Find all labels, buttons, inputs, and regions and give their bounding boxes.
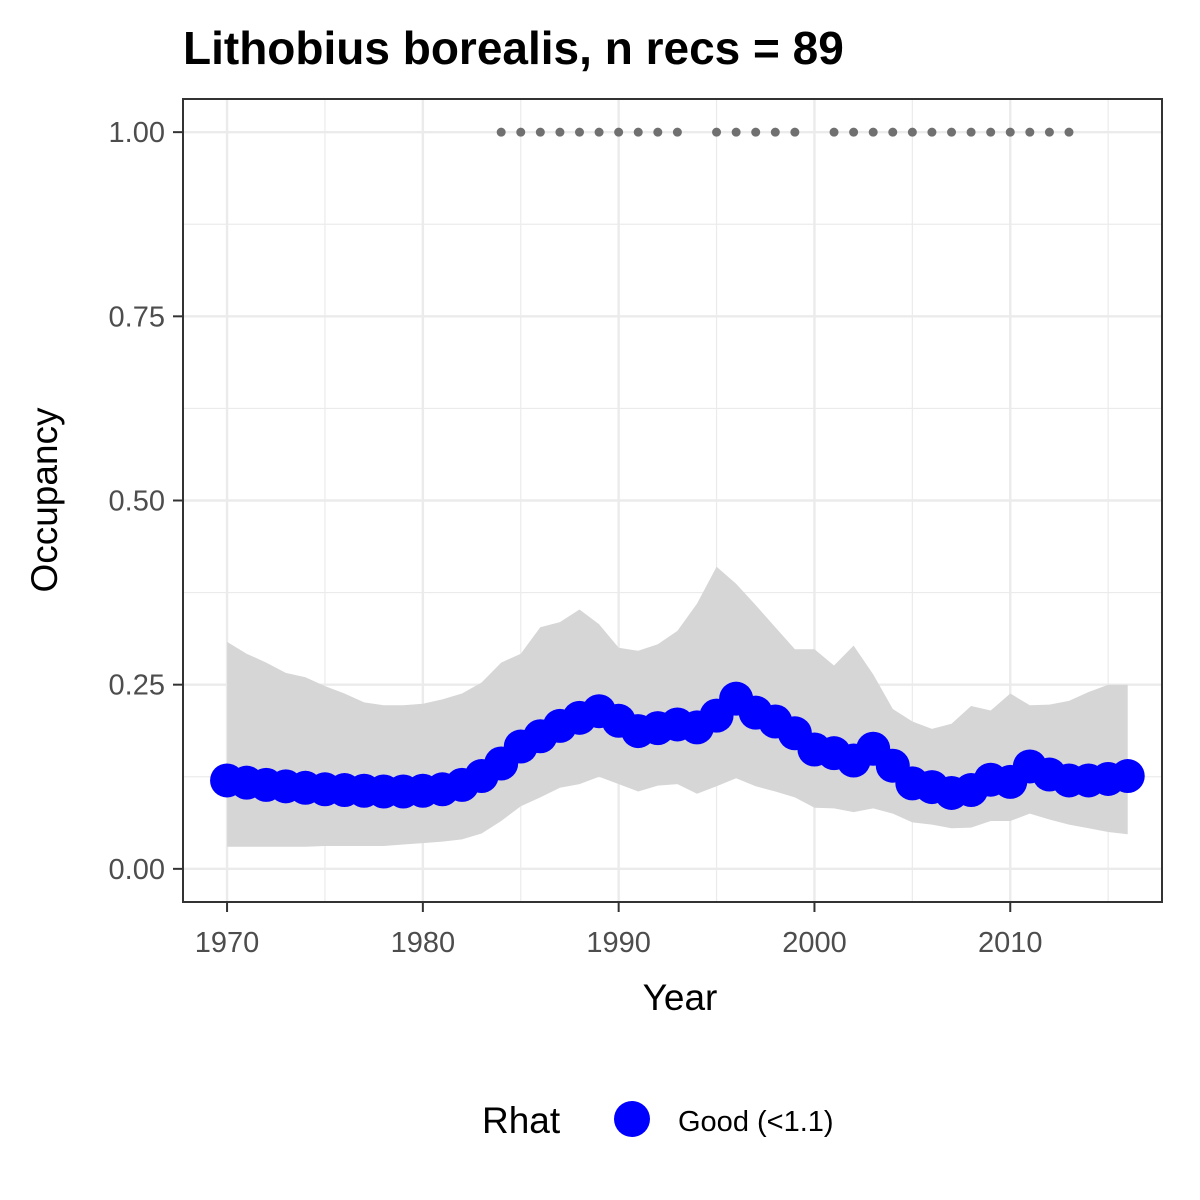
x-tick-label: 1970: [195, 927, 260, 959]
x-tick-labels: 1970 1980 1990 2000 2010: [195, 927, 1043, 959]
record-marker: [712, 127, 722, 137]
y-tick-label: 0.00: [109, 854, 165, 886]
record-marker: [535, 127, 545, 137]
record-marker: [555, 127, 565, 137]
record-marker: [1025, 127, 1035, 137]
occupancy-point: [1110, 759, 1145, 794]
occupancy-points: [210, 681, 1145, 810]
y-tick-label: 0.75: [109, 301, 165, 333]
x-tick-label: 2000: [782, 927, 847, 959]
record-marker: [1064, 127, 1074, 137]
record-marker: [731, 127, 741, 137]
chart-title: Lithobius borealis, n recs = 89: [183, 22, 844, 74]
record-marker: [633, 127, 643, 137]
x-tick-label: 1980: [391, 927, 456, 959]
record-marker: [1005, 127, 1015, 137]
legend: Rhat Good (<1.1): [482, 1100, 834, 1141]
y-tick-label: 0.25: [109, 670, 165, 702]
record-marker: [868, 127, 878, 137]
y-tick-label: 1.00: [109, 117, 165, 149]
record-marker: [770, 127, 780, 137]
record-marker: [829, 127, 839, 137]
record-marker: [888, 127, 898, 137]
x-tick-label: 2010: [978, 927, 1043, 959]
record-marker: [516, 127, 526, 137]
y-axis-title: Occupancy: [24, 407, 65, 593]
y-tick-label: 0.50: [109, 486, 165, 518]
record-marker: [672, 127, 682, 137]
record-markers: [496, 127, 1074, 137]
record-marker: [849, 127, 859, 137]
record-marker: [966, 127, 976, 137]
record-marker: [790, 127, 800, 137]
legend-label-good: Good (<1.1): [678, 1106, 834, 1138]
x-axis-title: Year: [643, 977, 718, 1018]
record-marker: [927, 127, 937, 137]
record-marker: [594, 127, 604, 137]
record-marker: [614, 127, 624, 137]
record-marker: [986, 127, 996, 137]
record-marker: [751, 127, 761, 137]
record-marker: [496, 127, 506, 137]
x-tick-label: 1990: [586, 927, 651, 959]
y-tick-labels: 0.00 0.25 0.50 0.75 1.00: [109, 117, 165, 886]
record-marker: [1044, 127, 1054, 137]
legend-title: Rhat: [482, 1100, 561, 1141]
record-marker: [907, 127, 917, 137]
legend-key-good: [614, 1101, 650, 1137]
record-marker: [653, 127, 663, 137]
record-marker: [947, 127, 957, 137]
axis-ticks: [173, 131, 1012, 912]
record-marker: [574, 127, 584, 137]
